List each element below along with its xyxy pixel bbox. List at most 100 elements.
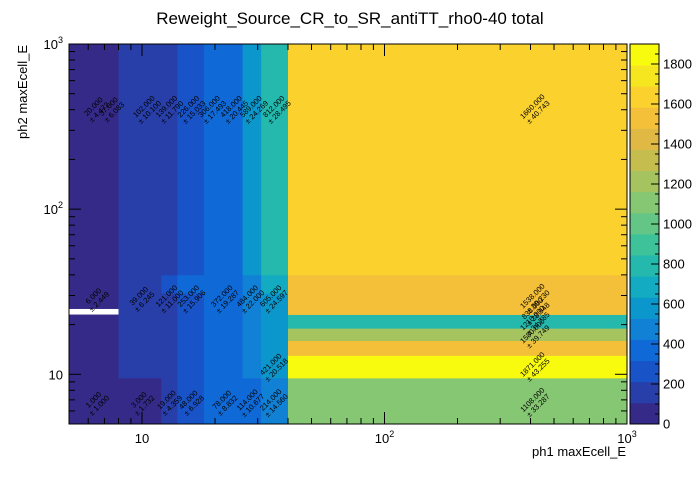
heatmap-cell xyxy=(69,44,119,276)
heatmap-cell xyxy=(118,328,162,341)
heatmap-cell xyxy=(177,314,205,329)
heatmap-cell xyxy=(161,308,178,315)
x-tick-label: 103 xyxy=(617,429,636,446)
y-tick-label-exponent: 2 xyxy=(58,200,63,210)
color-scale-step xyxy=(630,339,659,362)
heatmap-cell xyxy=(288,314,628,329)
heatmap-cell xyxy=(288,328,628,341)
heatmap-cell xyxy=(69,340,119,356)
heatmap-cells xyxy=(69,44,628,425)
x-tick-label-base: 10 xyxy=(617,431,631,446)
heatmap-cell xyxy=(69,274,119,294)
heatmap-cell xyxy=(161,314,178,329)
color-scale-tick-label: 800 xyxy=(663,257,685,272)
color-scale-bar: 0 200 400 600 800 1000 1200 1400 1600 1800 xyxy=(629,43,692,432)
heatmap-cell xyxy=(118,340,162,356)
color-scale-step xyxy=(630,44,659,66)
heatmap-cell xyxy=(161,340,178,356)
y-axis-label: ph2 maxEcell_E xyxy=(15,45,30,139)
color-scale-step xyxy=(630,107,659,129)
heatmap-cell xyxy=(69,377,119,425)
heatmap-cell xyxy=(161,328,178,341)
heatmap-cell xyxy=(203,340,244,356)
color-scale-step xyxy=(630,65,659,87)
heatmap-cell xyxy=(242,44,262,276)
heatmap-cell xyxy=(242,328,262,341)
heatmap-cell xyxy=(203,314,244,329)
color-scale-tick-label: 1400 xyxy=(663,137,692,152)
heatmap-cell xyxy=(69,303,119,309)
heatmap-cell xyxy=(161,303,178,309)
heatmap-cell xyxy=(69,314,119,329)
heatmap-cell xyxy=(69,328,119,341)
heatmap-cell xyxy=(242,314,262,329)
heatmap-cell xyxy=(288,355,628,379)
heatmap-cell xyxy=(261,377,289,425)
x-tick-label: 10 xyxy=(135,431,149,446)
heatmap-cell xyxy=(177,328,205,341)
color-scale-tick-label: 1000 xyxy=(663,217,692,232)
plot-frame xyxy=(68,43,628,425)
heatmap-cell xyxy=(69,293,119,304)
heatmap-cell xyxy=(242,303,262,309)
heatmap-cell xyxy=(118,44,162,276)
x-tick-label: 102 xyxy=(375,429,394,446)
color-scale-step xyxy=(630,212,659,235)
heatmap-cell xyxy=(161,355,178,379)
heatmap-cell xyxy=(288,377,628,425)
color-scale-step xyxy=(630,360,659,383)
heatmap-cell xyxy=(261,274,289,294)
color-scale-step xyxy=(630,234,659,256)
heatmap-cell xyxy=(261,314,289,329)
heatmap-cell xyxy=(177,44,205,276)
x-tick-label-exponent: 2 xyxy=(389,429,394,439)
heatmap-cell xyxy=(118,377,162,425)
y-tick-label-exponent: 3 xyxy=(58,35,63,45)
heatmap-cell xyxy=(242,274,262,294)
heatmap-cell xyxy=(161,44,178,276)
color-scale-tick-label: 600 xyxy=(663,297,685,312)
heatmap-cell xyxy=(203,293,244,304)
heatmap-cell xyxy=(177,308,205,315)
chart-title: Reweight_Source_CR_to_SR_antiTT_rho0-40 … xyxy=(156,9,543,28)
color-scale-step xyxy=(630,402,659,425)
heatmap-cell xyxy=(177,340,205,356)
heatmap-cell xyxy=(177,377,205,425)
x-tick-label-exponent: 3 xyxy=(632,429,637,439)
heatmap-cell xyxy=(242,340,262,356)
heatmap-cell xyxy=(203,308,244,315)
heatmap-cell xyxy=(242,308,262,315)
heatmap-cell xyxy=(118,314,162,329)
heatmap-cell xyxy=(177,293,205,304)
y-tick-label: 103 xyxy=(44,35,63,52)
color-scale-step xyxy=(630,318,659,340)
heatmap-cell xyxy=(288,44,628,276)
heatmap-cell xyxy=(261,308,289,315)
x-axis: 10 102 103 xyxy=(87,44,637,446)
heatmap-cell xyxy=(203,328,244,341)
heatmap-cell xyxy=(261,293,289,304)
y-tick-label: 102 xyxy=(44,200,63,217)
color-scale-tick-label: 1800 xyxy=(663,57,692,72)
y-tick-label: 10 xyxy=(49,367,63,382)
heatmap-cell xyxy=(288,293,628,304)
heatmap-cell xyxy=(118,308,162,315)
heatmap-cell xyxy=(242,293,262,304)
y-tick-label-base: 10 xyxy=(44,202,58,217)
heatmap-cell xyxy=(69,355,119,379)
color-scale-tick-label: 400 xyxy=(663,337,685,352)
heatmap-cell xyxy=(118,355,162,379)
x-tick-label-base: 10 xyxy=(375,431,389,446)
heatmap-cell xyxy=(118,293,162,304)
x-axis-label: ph1 maxEcell_E xyxy=(532,444,626,459)
heatmap-cell xyxy=(161,274,178,294)
heatmap-cell xyxy=(261,355,289,379)
color-scale-step xyxy=(630,297,659,319)
heatmap-cell xyxy=(118,274,162,294)
heatmap-cell xyxy=(203,274,244,294)
y-tick-label-base: 10 xyxy=(44,37,58,52)
heatmap-cell xyxy=(203,303,244,309)
heatmap-cell xyxy=(177,303,205,309)
color-scale-step xyxy=(630,191,659,214)
